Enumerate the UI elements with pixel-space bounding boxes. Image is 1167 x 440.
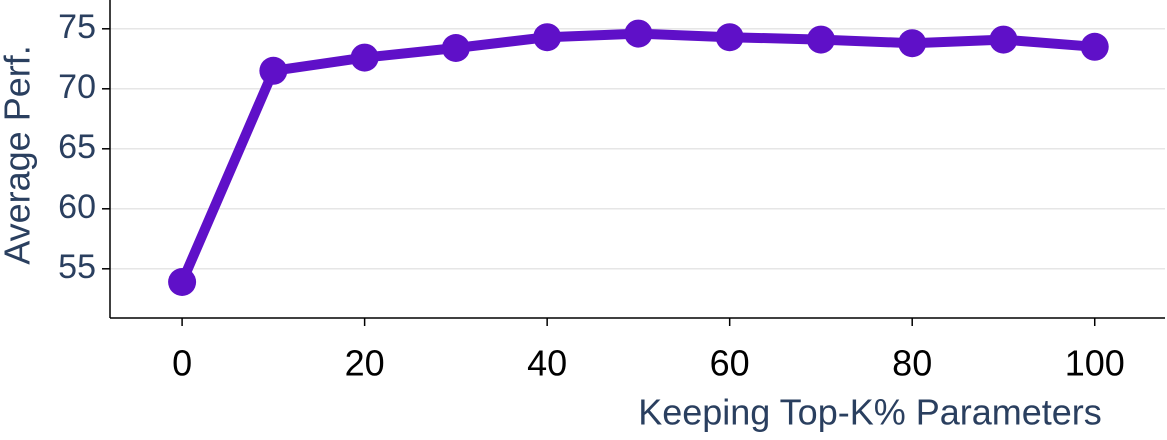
- marker: [350, 43, 379, 72]
- x-tick-label: 20: [345, 343, 385, 384]
- marker: [259, 56, 288, 85]
- marker: [624, 19, 653, 48]
- y-tick-label: 70: [58, 68, 96, 106]
- line: [177, 28, 1096, 284]
- x-tick-label: 60: [710, 343, 750, 384]
- x-tick-label: 100: [1065, 343, 1125, 384]
- marker: [715, 23, 744, 52]
- y-tick-label: 60: [58, 188, 96, 226]
- marker: [168, 268, 197, 296]
- y-tick-label: 65: [58, 128, 96, 166]
- marker: [806, 25, 835, 54]
- x-tick-label: 80: [892, 343, 932, 384]
- x-tick-label: 40: [527, 343, 567, 384]
- y-tick-label: 55: [58, 248, 96, 286]
- marker: [989, 25, 1018, 54]
- y-tick-label: 75: [58, 8, 96, 46]
- x-tick-label: 0: [172, 343, 192, 384]
- marker: [441, 34, 470, 62]
- x-axis-label: Keeping Top-K% Parameters: [638, 392, 1102, 433]
- marker: [1080, 32, 1109, 61]
- marker: [898, 29, 927, 58]
- y-axis-label: Average Perf.: [0, 45, 38, 264]
- marker: [533, 23, 562, 52]
